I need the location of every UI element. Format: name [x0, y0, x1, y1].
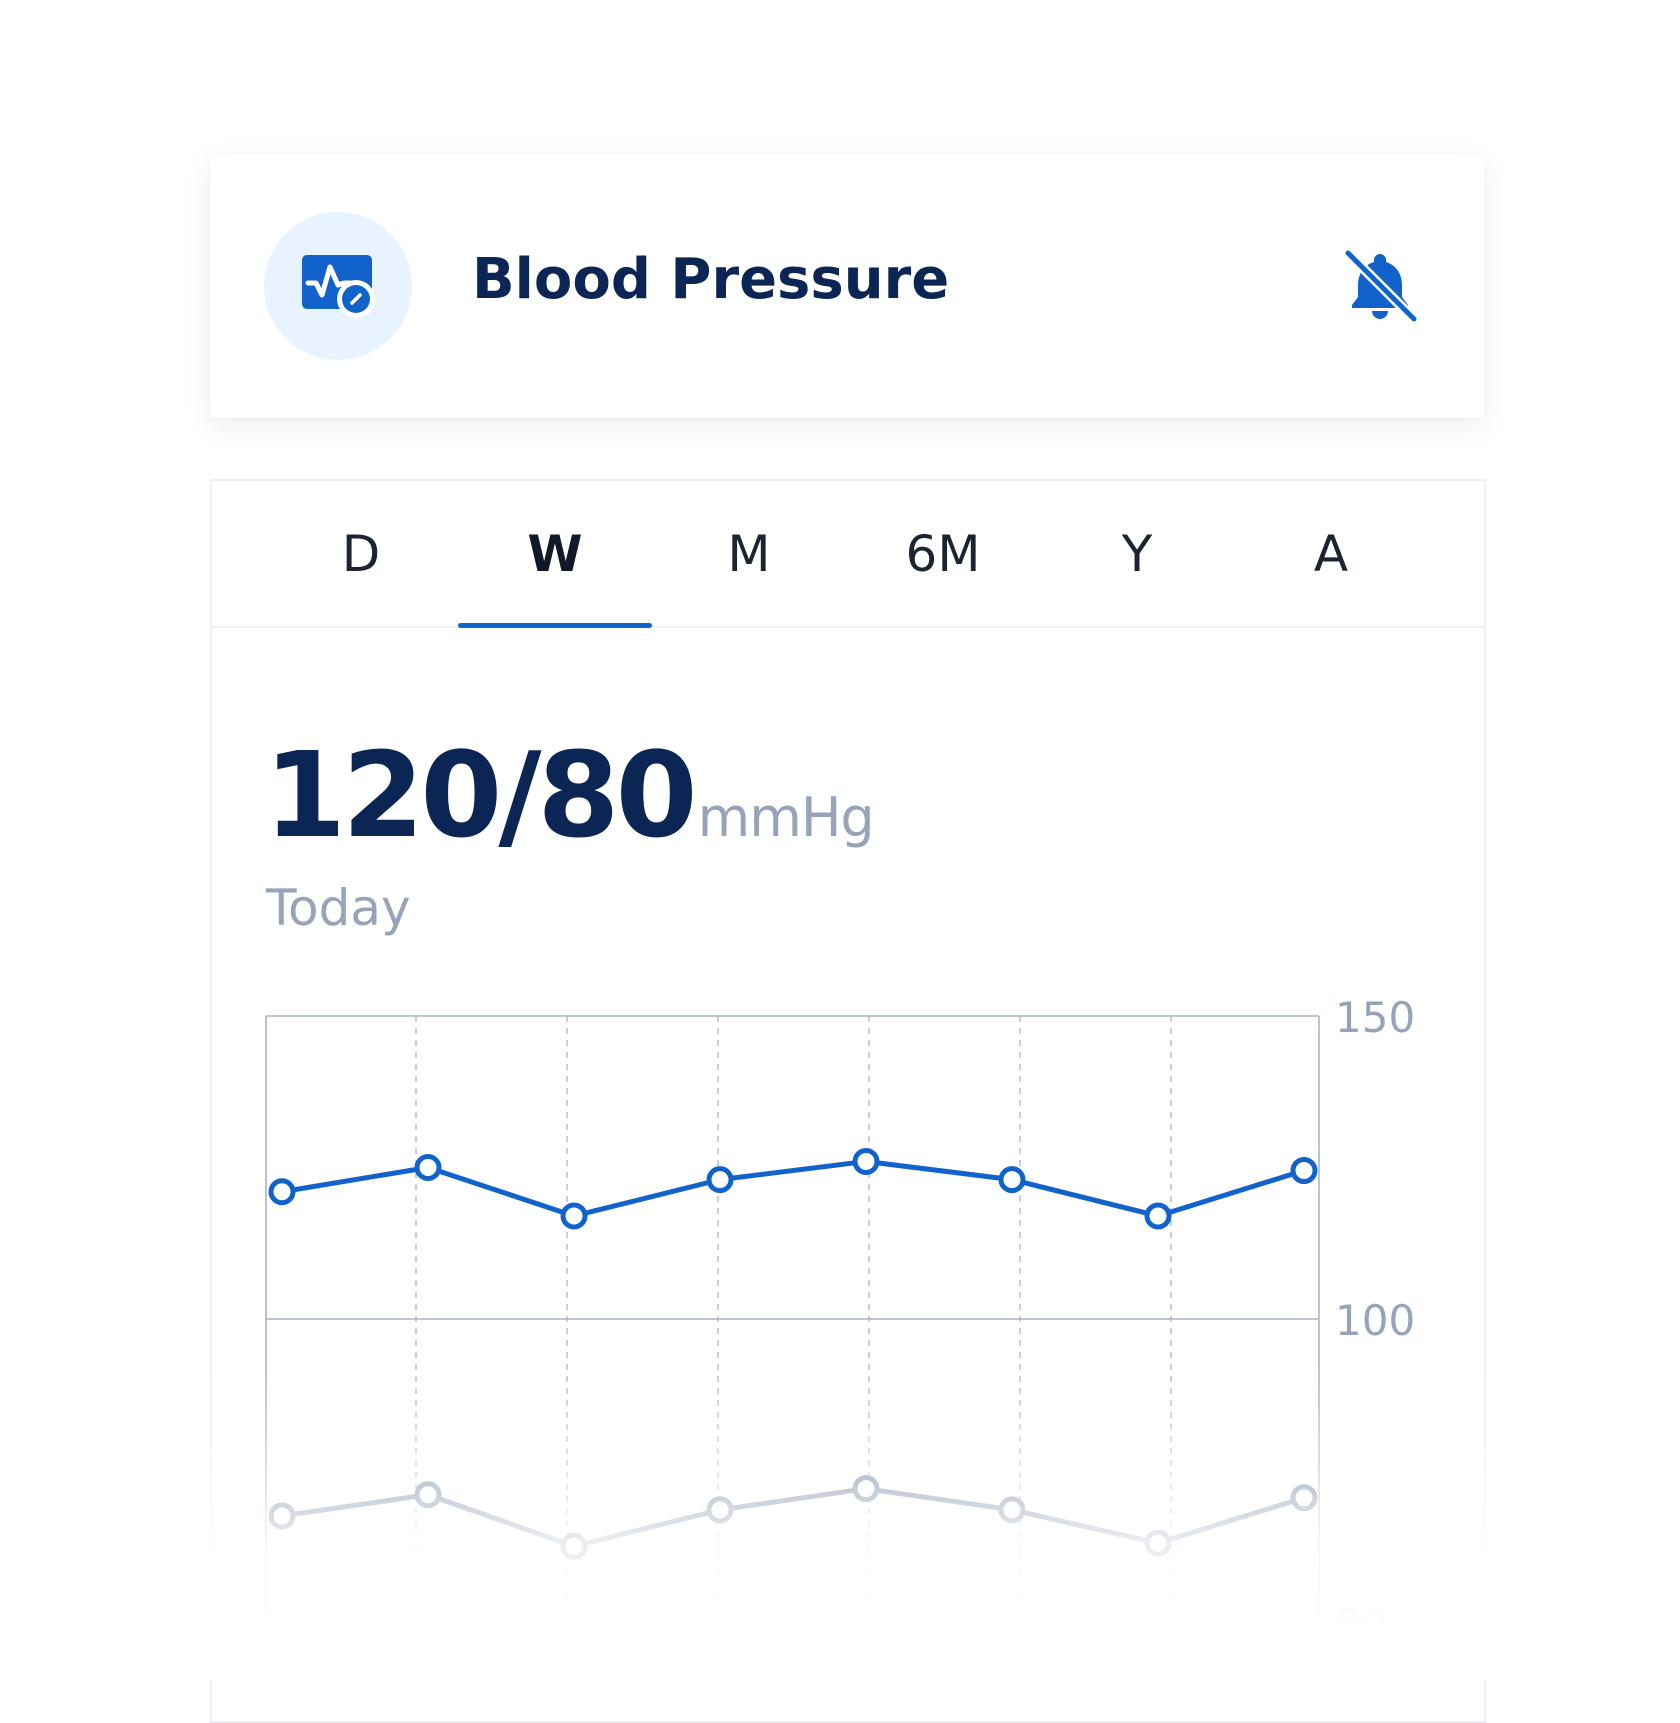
- systolic-data-point: [852, 1147, 880, 1175]
- diastolic-data-point: [998, 1496, 1026, 1524]
- y-tick-label: 100: [1335, 1296, 1415, 1345]
- systolic-data-point: [414, 1154, 442, 1181]
- tab-month[interactable]: M: [727, 524, 771, 583]
- chart-card: D W M 6M Y A 120/80 mmHg Today 150 100 50: [210, 479, 1486, 1723]
- systolic-data-point: [998, 1166, 1026, 1194]
- tab-year[interactable]: Y: [1121, 524, 1153, 583]
- blood-pressure-icon: [264, 212, 412, 360]
- time-range-tabs: D W M 6M Y A: [212, 481, 1484, 628]
- current-reading: 120/80 mmHg: [264, 726, 875, 864]
- diastolic-data-point: [560, 1532, 588, 1560]
- y-tick-label: 50: [1335, 1599, 1388, 1648]
- reading-unit: mmHg: [697, 786, 875, 849]
- systolic-data-point: [706, 1166, 734, 1194]
- systolic-data-point: [268, 1178, 296, 1206]
- tab-day[interactable]: D: [341, 524, 381, 583]
- active-tab-indicator: [458, 623, 652, 628]
- tab-all[interactable]: A: [1313, 524, 1349, 583]
- systolic-data-point: [1290, 1157, 1318, 1185]
- y-tick-label: 150: [1335, 993, 1415, 1042]
- diastolic-data-point: [268, 1502, 296, 1530]
- blood-pressure-chart: 150 100 50: [265, 993, 1415, 1662]
- diastolic-data-point: [1144, 1529, 1172, 1557]
- systolic-data-point: [560, 1202, 588, 1230]
- systolic-data-point: [1144, 1202, 1172, 1230]
- header-card: Blood Pressure: [210, 154, 1484, 418]
- diastolic-data-point: [414, 1481, 442, 1509]
- reading-value: 120/80: [264, 726, 698, 864]
- page-title: Blood Pressure: [472, 247, 950, 312]
- bell-off-button[interactable]: [1340, 247, 1420, 327]
- diastolic-data-point: [706, 1496, 734, 1524]
- tab-six-months[interactable]: 6M: [905, 524, 981, 583]
- systolic-series-line: [279, 1158, 1307, 1219]
- tab-week[interactable]: W: [527, 524, 583, 583]
- bell-off-icon: [1343, 248, 1419, 324]
- diastolic-data-point: [852, 1475, 880, 1503]
- diastolic-data-point: [1290, 1484, 1318, 1512]
- heart-monitor-gauge-icon: [302, 255, 375, 318]
- reading-period: Today: [266, 879, 411, 937]
